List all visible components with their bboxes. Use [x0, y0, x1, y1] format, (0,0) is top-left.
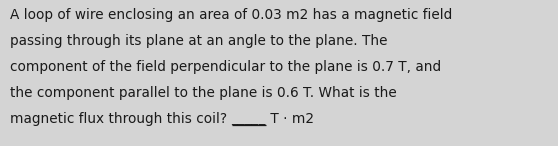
Text: A loop of wire enclosing an area of 0.03 m2 has a magnetic field: A loop of wire enclosing an area of 0.03… [10, 8, 452, 22]
Text: _____: _____ [232, 112, 266, 126]
Text: T · m2: T · m2 [266, 112, 314, 126]
Text: the component parallel to the plane is 0.6 T. What is the: the component parallel to the plane is 0… [10, 86, 397, 100]
Text: passing through its plane at an angle to the plane. The: passing through its plane at an angle to… [10, 34, 387, 48]
Text: component of the field perpendicular to the plane is 0.7 T, and: component of the field perpendicular to … [10, 60, 441, 74]
Text: magnetic flux through this coil?: magnetic flux through this coil? [10, 112, 232, 126]
